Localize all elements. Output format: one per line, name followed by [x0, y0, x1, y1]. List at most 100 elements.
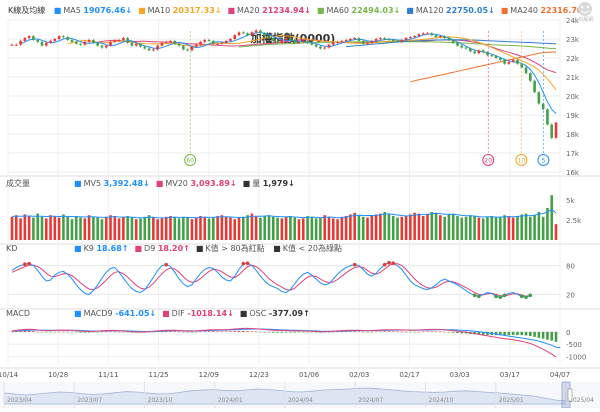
legend-label: DIF — [172, 309, 188, 318]
osc-bar — [366, 331, 369, 333]
candle-body — [113, 40, 117, 42]
legend-swatch: ■ — [406, 6, 414, 15]
volume-bar — [104, 216, 108, 240]
candle-body — [246, 33, 249, 36]
osc-bar — [229, 331, 232, 332]
osc-bar — [520, 331, 524, 336]
osc-bar — [349, 331, 352, 332]
osc-bar — [464, 331, 468, 334]
kd-overbought-dot — [352, 262, 357, 267]
volume-bar — [314, 218, 318, 240]
osc-bar — [331, 331, 335, 333]
osc-bar — [177, 331, 181, 333]
volume-bar — [203, 216, 207, 240]
volume-bar — [74, 216, 78, 240]
volume-bar — [434, 212, 438, 240]
osc-bar — [122, 331, 125, 333]
volume-bar — [164, 216, 168, 240]
volume-bar — [383, 212, 386, 240]
navigator-tick-label: 2024/04 — [288, 397, 313, 404]
volume-bar — [473, 216, 476, 240]
candle-body — [383, 38, 386, 40]
volume-bar — [456, 216, 459, 240]
volume-bar — [79, 217, 82, 240]
volume-bar — [212, 217, 215, 240]
osc-bar — [344, 331, 348, 332]
candle-body — [173, 40, 177, 44]
candle-body — [147, 48, 151, 51]
volume-bar — [400, 216, 404, 240]
x-tick-label: 02/03 — [349, 371, 369, 379]
candle-body — [451, 39, 455, 43]
osc-bar — [263, 331, 267, 333]
legend-swatch: ■ — [240, 309, 248, 318]
osc-bar — [62, 331, 65, 333]
kd-overbought-dot — [23, 262, 27, 266]
candle-body — [310, 42, 314, 45]
osc-bar — [242, 330, 245, 332]
candle-body — [152, 49, 155, 51]
legend-swatch: ■ — [74, 244, 82, 253]
volume-bar — [169, 216, 172, 240]
osc-bar — [57, 331, 61, 333]
candle-body — [194, 44, 198, 47]
kd-oversold-dot — [498, 295, 503, 300]
candle-body — [164, 41, 168, 43]
volume-bar — [336, 219, 339, 240]
volume-bar — [233, 219, 237, 240]
legend-row: K線及均線 ■ MA5 19076.46↓ ■ MA10 20317.33↓ ■ MA20… — [8, 5, 589, 15]
volume-bar — [220, 215, 224, 240]
macd-tick-label: -1000 — [566, 354, 586, 362]
volume-tick-label: 2.5k — [566, 217, 582, 225]
price-tick-label: 17k — [566, 150, 580, 158]
osc-bar — [79, 331, 82, 333]
volume-bar — [92, 216, 95, 240]
candle-body — [177, 43, 181, 46]
candle-body — [511, 59, 515, 62]
candle-body — [366, 42, 369, 44]
legend-swatch: ■ — [54, 6, 62, 15]
candle-body — [276, 40, 279, 43]
volume-bar — [293, 217, 297, 240]
candle-body — [40, 41, 44, 46]
marker-label: 20 — [484, 158, 492, 165]
candle-body — [516, 59, 519, 64]
volume-bar — [477, 217, 481, 240]
osc-bar — [53, 331, 57, 333]
volume-bar — [396, 217, 399, 240]
candle-body — [199, 41, 202, 45]
candle-body — [537, 92, 541, 104]
legend-label: OSC — [249, 309, 269, 318]
volume-bar — [417, 213, 421, 240]
volume-bar — [421, 216, 425, 240]
candle-body — [503, 59, 506, 64]
osc-bar — [164, 331, 168, 332]
x-tick-label: 02/17 — [399, 371, 419, 379]
legend-value: 22750.05↓ — [446, 6, 495, 15]
candle-body — [469, 48, 472, 52]
volume-bar — [117, 218, 121, 240]
candle-body — [83, 41, 87, 45]
macd-legend: ■ MACD9 -641.05↓ ■ DIF -1018.14↓ ■ OSC -377.0… — [74, 309, 310, 318]
osc-bar — [486, 331, 489, 335]
osc-bar — [370, 331, 374, 333]
kd-tick-label: 80 — [566, 263, 575, 271]
candle-body — [79, 43, 82, 45]
volume-bar — [469, 215, 472, 240]
navigator-handle[interactable] — [567, 388, 573, 402]
legend-value: 22494.03↓ — [352, 6, 401, 15]
candle-body — [74, 41, 78, 44]
volume-bar — [529, 216, 532, 240]
volume-bar — [10, 216, 14, 240]
volume-bar — [207, 218, 211, 240]
osc-bar — [439, 331, 442, 333]
navigator-tick-label: 2023/07 — [77, 397, 102, 404]
price-tick-label: 18k — [566, 131, 580, 139]
osc-bar — [259, 331, 262, 333]
candle-body — [323, 47, 326, 49]
volume-bar — [83, 218, 87, 240]
volume-bar — [100, 219, 104, 240]
range-navigator[interactable]: 2023/04 2023/07 2023/10 2024/01 2024/04 2024/… — [0, 381, 600, 409]
kd-overbought-dot — [391, 261, 396, 266]
